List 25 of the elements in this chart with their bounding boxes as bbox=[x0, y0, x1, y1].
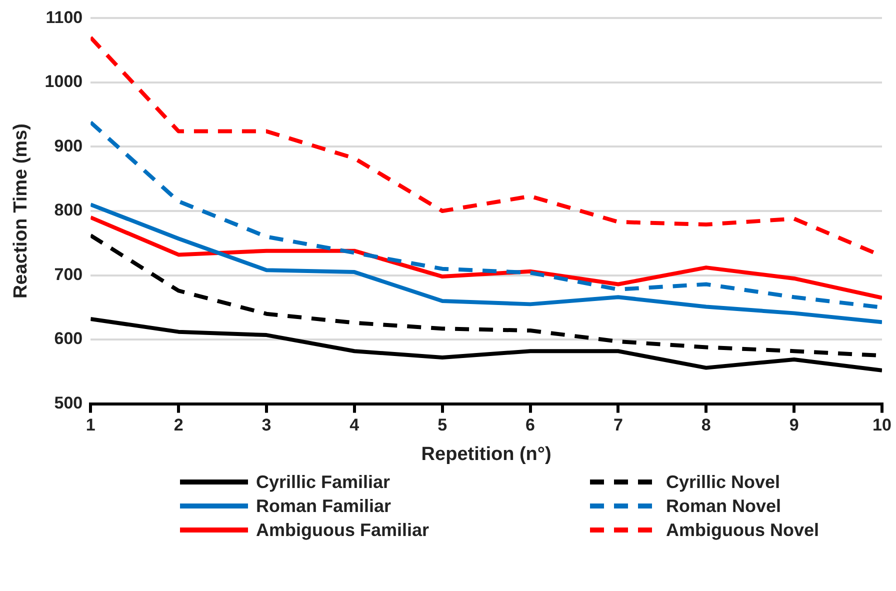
legend-label: Roman Novel bbox=[666, 496, 782, 516]
x-tick-label: 6 bbox=[526, 416, 536, 435]
legend-label: Cyrillic Novel bbox=[666, 472, 780, 492]
y-tick-label: 500 bbox=[54, 393, 83, 412]
x-tick-label: 1 bbox=[86, 416, 96, 435]
x-tick-label: 9 bbox=[789, 416, 799, 435]
y-tick-label: 900 bbox=[54, 136, 83, 156]
y-tick-label: 1000 bbox=[44, 72, 83, 92]
x-tick-label: 7 bbox=[613, 416, 623, 435]
y-tick-label: 1100 bbox=[46, 8, 83, 27]
y-tick-label: 600 bbox=[54, 329, 83, 348]
x-tick-label: 2 bbox=[174, 416, 184, 435]
x-tick-label: 5 bbox=[438, 416, 448, 435]
legend-label: Ambiguous Novel bbox=[666, 520, 820, 540]
x-tick-label: 10 bbox=[872, 416, 892, 435]
y-tick-label: 800 bbox=[54, 200, 83, 220]
x-axis-title: Repetition (n°) bbox=[421, 444, 552, 465]
x-tick-label: 8 bbox=[701, 416, 711, 435]
x-tick-label: 3 bbox=[262, 416, 272, 435]
x-tick-label: 4 bbox=[350, 416, 360, 435]
y-tick-label: 700 bbox=[54, 264, 83, 284]
legend-label: Roman Familiar bbox=[256, 496, 392, 516]
legend-label: Ambiguous Familiar bbox=[256, 520, 430, 540]
y-axis-title: Reaction Time (ms) bbox=[10, 124, 32, 298]
legend-label: Cyrillic Familiar bbox=[256, 472, 390, 492]
